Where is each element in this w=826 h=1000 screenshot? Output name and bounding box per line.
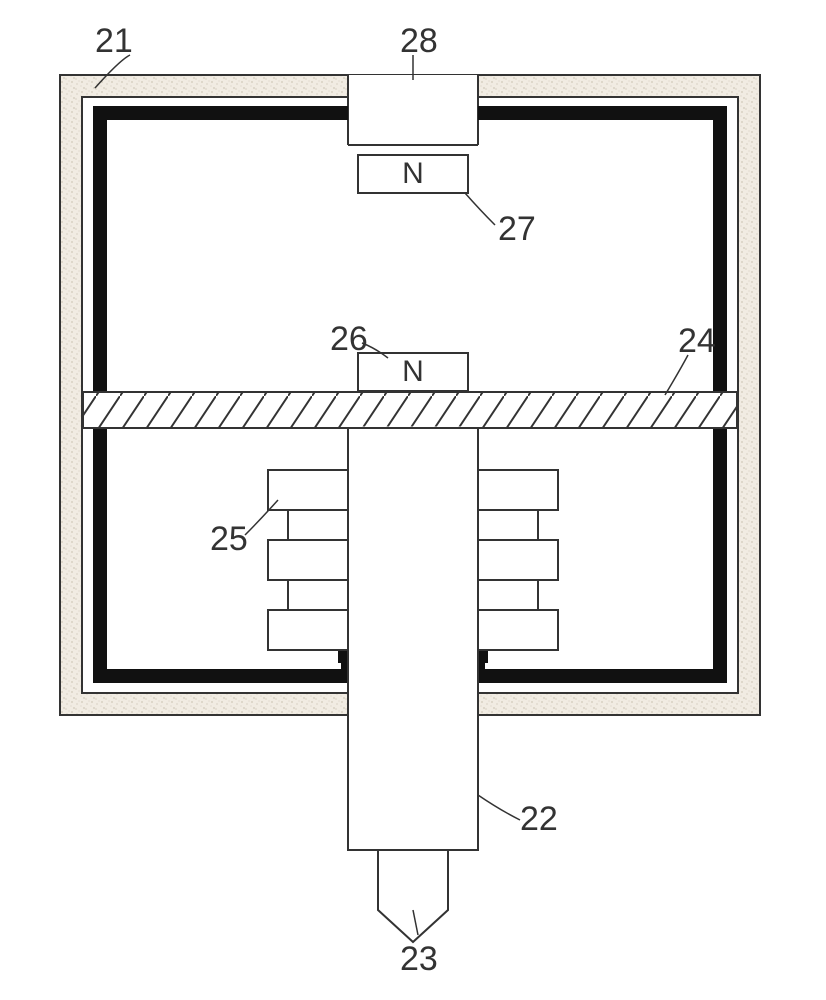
central-column (348, 428, 478, 850)
label-25: 25 (210, 520, 248, 559)
label-27: 27 (498, 210, 536, 249)
label-21: 21 (95, 22, 133, 61)
right-mechanism (478, 470, 558, 650)
schematic-diagram: N N (0, 0, 826, 1000)
left-mechanism (268, 470, 348, 650)
tool-tip (378, 850, 448, 942)
lower-magnet-letter: N (402, 355, 424, 388)
label-22: 22 (520, 800, 558, 839)
hatched-bar (83, 392, 737, 428)
label-28: 28 (400, 22, 438, 61)
leader-22 (478, 795, 520, 820)
label-24: 24 (678, 322, 716, 361)
upper-magnet-letter: N (402, 157, 424, 190)
label-26: 26 (330, 320, 368, 359)
label-23: 23 (400, 940, 438, 979)
